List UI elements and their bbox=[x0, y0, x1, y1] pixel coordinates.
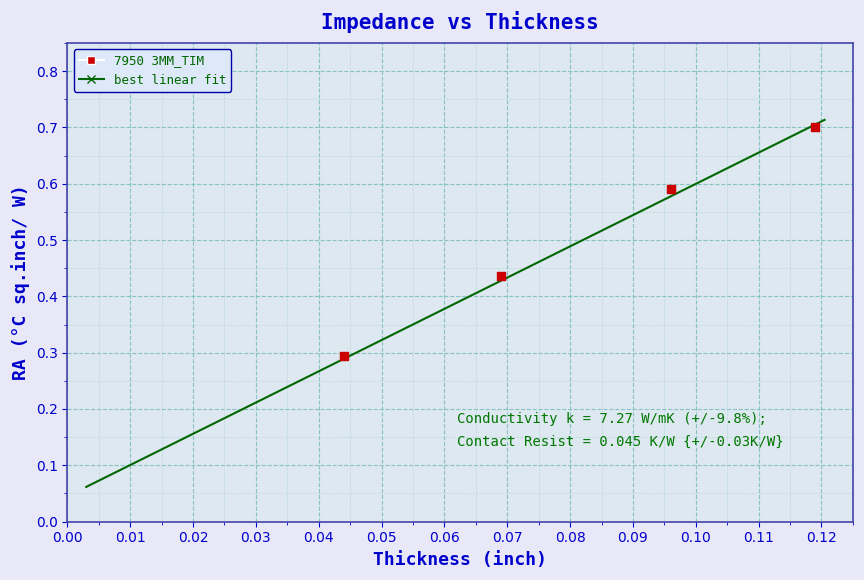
X-axis label: Thickness (inch): Thickness (inch) bbox=[373, 551, 547, 569]
Text: Contact Resist = 0.045 K/W {+/-0.03K/W}: Contact Resist = 0.045 K/W {+/-0.03K/W} bbox=[457, 434, 784, 448]
Point bbox=[337, 351, 351, 360]
Y-axis label: RA (°C sq.inch/ W): RA (°C sq.inch/ W) bbox=[11, 184, 30, 380]
Point bbox=[809, 123, 823, 132]
Point bbox=[494, 271, 508, 280]
Title: Impedance vs Thickness: Impedance vs Thickness bbox=[321, 11, 599, 33]
Text: Conductivity k = 7.27 W/mK (+/-9.8%);: Conductivity k = 7.27 W/mK (+/-9.8%); bbox=[457, 412, 767, 426]
Point bbox=[664, 185, 677, 194]
Legend: 7950 3MM_TIM, best linear fit: 7950 3MM_TIM, best linear fit bbox=[73, 49, 232, 92]
